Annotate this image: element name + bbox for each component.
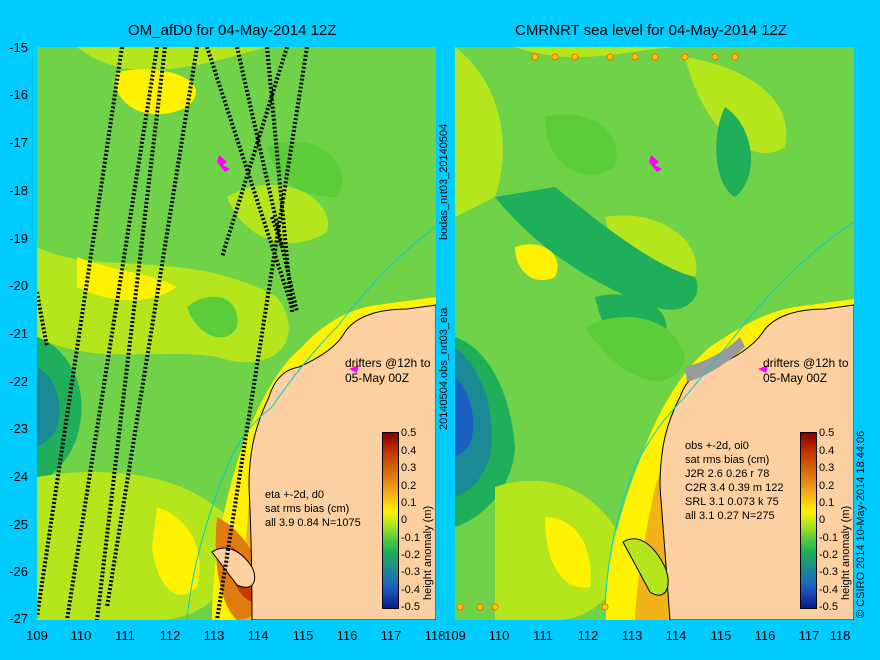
y-tick-label: -23 (9, 421, 28, 436)
x-tick-label: 118 (424, 628, 446, 643)
colorbar-gradient (800, 432, 817, 609)
left-map-title: OM_afD0 for 04-May-2014 12Z (128, 22, 337, 39)
colorbar-gradient (382, 432, 399, 609)
x-tick-label: 109 (26, 628, 48, 643)
drifter-note-line: 05-May 00Z (763, 371, 828, 385)
drifter-note-line: 05-May 00Z (345, 371, 410, 385)
y-tick-label: -26 (9, 564, 28, 579)
satellite-tracks (37, 47, 309, 620)
colorbar-tick: 0.2 (401, 480, 417, 492)
x-tick-label: 114 (665, 628, 687, 643)
stats-line: all 3.1 0.27 N=275 (685, 510, 775, 522)
stats-line: eta +-2d, d0 (265, 489, 325, 501)
colorbar-tick: 0 (401, 514, 408, 526)
x-tick-label: 116 (336, 628, 358, 643)
stats-line: C2R 3.4 0.39 m 122 (685, 482, 784, 494)
x-tick-label: 112 (577, 628, 599, 643)
y-tick-label: -17 (9, 135, 28, 150)
colorbar-tick: -0.4 (819, 584, 838, 596)
drifter-markers (217, 155, 359, 373)
left-stats: eta +-2d, d0 sat rms bias (cm) all 3.9 0… (265, 488, 361, 530)
colorbar-tick: -0.1 (819, 532, 838, 544)
right-side-label: 20140504.obs_nrt03_eta (438, 307, 450, 430)
x-tick-label: 113 (203, 628, 225, 643)
x-tick-label: 112 (159, 628, 181, 643)
colorbar-tick: 0.2 (819, 480, 835, 492)
x-tick-label: 117 (380, 628, 402, 643)
x-tick-label: 115 (292, 628, 314, 643)
stats-line: SRL 3.1 0.073 k 75 (685, 496, 779, 508)
right-map-plot[interactable]: obs +-2d, oi0 sat rms bias (cm) J2R 2.6 … (455, 47, 854, 620)
y-tick-label: -20 (9, 278, 28, 293)
colorbar-tick: 0 (819, 514, 826, 526)
colorbar-tick: 0.1 (401, 497, 417, 509)
y-tick-label: -22 (9, 374, 28, 389)
x-tick-label: 110 (70, 628, 92, 643)
left-drifter-note: drifters @12h to 05-May 00Z (345, 356, 431, 386)
x-tick-label: 111 (115, 628, 135, 643)
colorbar-tick: -0.5 (401, 601, 420, 613)
anomaly-field (37, 47, 343, 620)
right-drifter-note: drifters @12h to 05-May 00Z (763, 356, 849, 386)
shelf-contour (604, 221, 854, 620)
colorbar-tick: -0.5 (819, 601, 838, 613)
colorbar-tick: -0.1 (401, 532, 420, 544)
stats-line: all 3.9 0.84 N=1075 (265, 517, 361, 529)
left-side-label: bodas_nrt03_20140504 (438, 123, 450, 240)
colorbar-tick: 0.3 (819, 462, 835, 474)
y-tick-label: -18 (9, 183, 28, 198)
anomaly-field (455, 47, 787, 620)
x-tick-label: 117 (798, 628, 820, 643)
colorbar-tick: 0.4 (819, 445, 835, 457)
colorbar-tick: 0.5 (401, 427, 417, 439)
colorbar-tick: -0.3 (401, 566, 420, 578)
colorbar-tick: -0.4 (401, 584, 420, 596)
y-tick-label: -19 (9, 231, 28, 246)
colorbar-label: height anomaly (m) (422, 505, 434, 600)
x-tick-label: 113 (621, 628, 643, 643)
x-tick-label: 118 (829, 628, 851, 643)
drifter-markers (649, 155, 768, 373)
right-stats: obs +-2d, oi0 sat rms bias (cm) J2R 2.6 … (685, 439, 783, 523)
x-tick-label: 115 (710, 628, 732, 643)
colorbar-tick: 0.4 (401, 445, 417, 457)
colorbar-tick: 0.5 (819, 427, 835, 439)
colorbar-tick: 0.1 (819, 497, 835, 509)
colorbar-tick: 0.3 (401, 462, 417, 474)
stats-line: sat rms bias (cm) (265, 503, 350, 515)
left-map-canvas (37, 47, 436, 620)
credit-text: © CSIRO 2014 10-May-2014 18:44:06 (855, 430, 867, 618)
left-map-plot[interactable]: eta +-2d, d0 sat rms bias (cm) all 3.9 0… (37, 47, 436, 620)
colorbar-label: height anomaly (m) (840, 505, 852, 600)
shelf-contour (186, 226, 436, 620)
drifter-note-line: drifters @12h to (763, 356, 849, 370)
y-tick-label: -27 (9, 611, 28, 626)
x-tick-label: 116 (754, 628, 776, 643)
drifter-note-line: drifters @12h to (345, 356, 431, 370)
right-map-title: CMRNRT sea level for 04-May-2014 12Z (515, 22, 788, 39)
y-tick-label: -24 (9, 469, 28, 484)
stats-line: obs +-2d, oi0 (685, 440, 749, 452)
y-tick-label: -16 (9, 87, 28, 102)
x-tick-label: 114 (247, 628, 269, 643)
colorbar-tick: -0.2 (819, 549, 838, 561)
colorbar-tick: -0.2 (401, 549, 420, 561)
stats-line: sat rms bias (cm) (685, 454, 770, 466)
stats-line: J2R 2.6 0.26 r 78 (685, 468, 770, 480)
y-tick-label: -25 (9, 517, 28, 532)
right-map-canvas (455, 47, 854, 620)
observation-points (456, 53, 739, 611)
y-tick-label: -21 (9, 326, 28, 341)
colorbar-tick: -0.3 (819, 566, 838, 578)
x-tick-label: 111 (533, 628, 553, 643)
x-tick-label: 109 (444, 628, 466, 643)
y-tick-label: -15 (9, 40, 28, 55)
x-tick-label: 110 (488, 628, 510, 643)
